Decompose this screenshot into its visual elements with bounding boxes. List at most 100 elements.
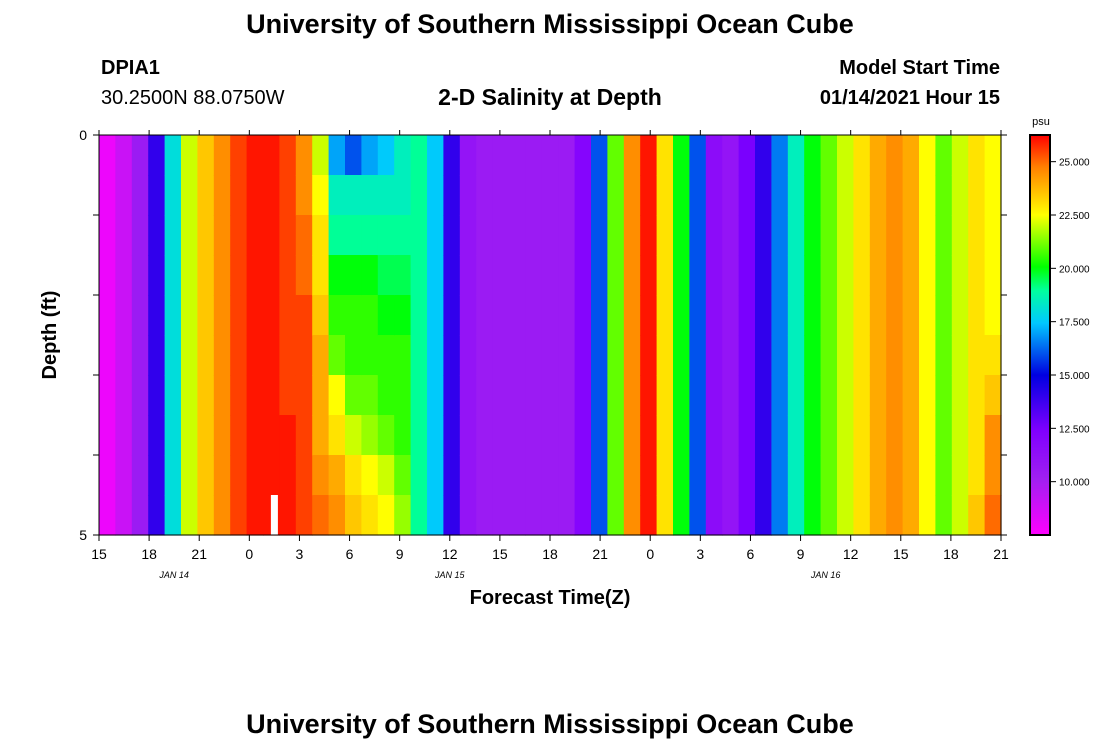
- heatmap-cell: [787, 215, 805, 256]
- heatmap-cell: [99, 135, 116, 176]
- heatmap-cell: [246, 375, 264, 416]
- heatmap-cell: [394, 415, 412, 456]
- heatmap-cell: [345, 175, 362, 216]
- heatmap-cell: [443, 375, 461, 416]
- heatmap-cell: [361, 335, 379, 376]
- heatmap-cell: [886, 135, 904, 176]
- heatmap-cell: [509, 295, 526, 336]
- heatmap-cell: [295, 135, 313, 176]
- heatmap-cell: [935, 255, 953, 296]
- heatmap-cell: [738, 215, 756, 256]
- heatmap-cell: [869, 295, 887, 336]
- heatmap-cell: [279, 495, 297, 536]
- heatmap-cell: [525, 175, 543, 216]
- heatmap-cell: [492, 335, 510, 376]
- heatmap-cell: [869, 335, 887, 376]
- heatmap-cell: [919, 495, 936, 536]
- heatmap-cell: [443, 255, 461, 296]
- date-label: JAN 15: [434, 570, 466, 580]
- heatmap-cell: [213, 375, 231, 416]
- heatmap-cell: [673, 335, 690, 376]
- heatmap-cell: [787, 495, 805, 536]
- heatmap-cell: [574, 295, 592, 336]
- heatmap-cell: [181, 455, 198, 496]
- heatmap-cell: [427, 375, 444, 416]
- heatmap-cell: [476, 415, 494, 456]
- x-tick-label: 18: [943, 546, 959, 562]
- heatmap-cell: [459, 295, 477, 336]
- heatmap-cell: [148, 335, 166, 376]
- heatmap-cell: [164, 335, 182, 376]
- heatmap-cell: [837, 415, 854, 456]
- heatmap-cell: [328, 135, 346, 176]
- heatmap-cell: [574, 495, 592, 536]
- heatmap-cell: [787, 415, 805, 456]
- heatmap-cell: [984, 175, 1002, 216]
- heatmap-cell: [377, 335, 395, 376]
- heatmap-cell: [541, 455, 559, 496]
- heatmap-cell: [459, 175, 477, 216]
- x-tick-label: 18: [542, 546, 558, 562]
- missing-data-marker: [270, 495, 278, 535]
- heatmap-cell: [787, 255, 805, 296]
- heatmap-cell: [640, 255, 658, 296]
- heatmap-cell: [312, 295, 330, 336]
- heatmap-cell: [279, 335, 297, 376]
- heatmap-cell: [935, 295, 953, 336]
- heatmap-cell: [574, 335, 592, 376]
- heatmap-cell: [689, 295, 707, 336]
- heatmap-cell: [623, 335, 641, 376]
- heatmap-cell: [99, 375, 116, 416]
- heatmap-cell: [853, 135, 871, 176]
- heatmap-cell: [722, 415, 740, 456]
- heatmap-cell: [263, 295, 280, 336]
- heatmap-cell: [312, 375, 330, 416]
- heatmap-cell: [820, 255, 838, 296]
- heatmap-cell: [837, 335, 854, 376]
- heatmap-cell: [755, 455, 772, 496]
- heatmap-cell: [919, 295, 936, 336]
- heatmap-cell: [476, 375, 494, 416]
- heatmap-cell: [427, 135, 444, 176]
- heatmap-cell: [853, 495, 871, 536]
- heatmap-cell: [99, 415, 116, 456]
- heatmap-cell: [525, 135, 543, 176]
- heatmap-cell: [181, 175, 198, 216]
- heatmap-cell: [886, 175, 904, 216]
- heatmap-cell: [541, 295, 559, 336]
- heatmap-cell: [295, 495, 313, 536]
- heatmap-cell: [951, 255, 969, 296]
- heatmap-cell: [509, 415, 526, 456]
- heatmap-cell: [951, 335, 969, 376]
- heatmap-cell: [197, 495, 215, 536]
- heatmap-cell: [279, 135, 297, 176]
- heatmap-cell: [164, 455, 182, 496]
- heatmap-cell: [837, 175, 854, 216]
- heatmap-cell: [755, 255, 772, 296]
- heatmap-cell: [558, 335, 576, 376]
- heatmap-cell: [164, 415, 182, 456]
- heatmap-cell: [820, 415, 838, 456]
- heatmap-cell: [509, 335, 526, 376]
- y-tick-label: 5: [79, 527, 87, 543]
- heatmap-cell: [935, 495, 953, 536]
- heatmap-cell: [689, 375, 707, 416]
- heatmap-cell: [213, 255, 231, 296]
- heatmap-cell: [591, 375, 608, 416]
- heatmap-cell: [509, 495, 526, 536]
- heatmap-cell: [968, 375, 986, 416]
- heatmap-cell: [722, 215, 740, 256]
- heatmap-cell: [902, 295, 920, 336]
- heatmap-cell: [804, 295, 822, 336]
- heatmap-cell: [787, 175, 805, 216]
- heatmap-cell: [148, 455, 166, 496]
- heatmap-cell: [640, 295, 658, 336]
- heatmap-cell: [820, 215, 838, 256]
- heatmap-cell: [410, 495, 428, 536]
- heatmap-cell: [820, 295, 838, 336]
- heatmap-cell: [459, 455, 477, 496]
- heatmap-cell: [509, 255, 526, 296]
- heatmap-cell: [656, 335, 674, 376]
- heatmap-cell: [804, 135, 822, 176]
- heatmap-cell: [164, 215, 182, 256]
